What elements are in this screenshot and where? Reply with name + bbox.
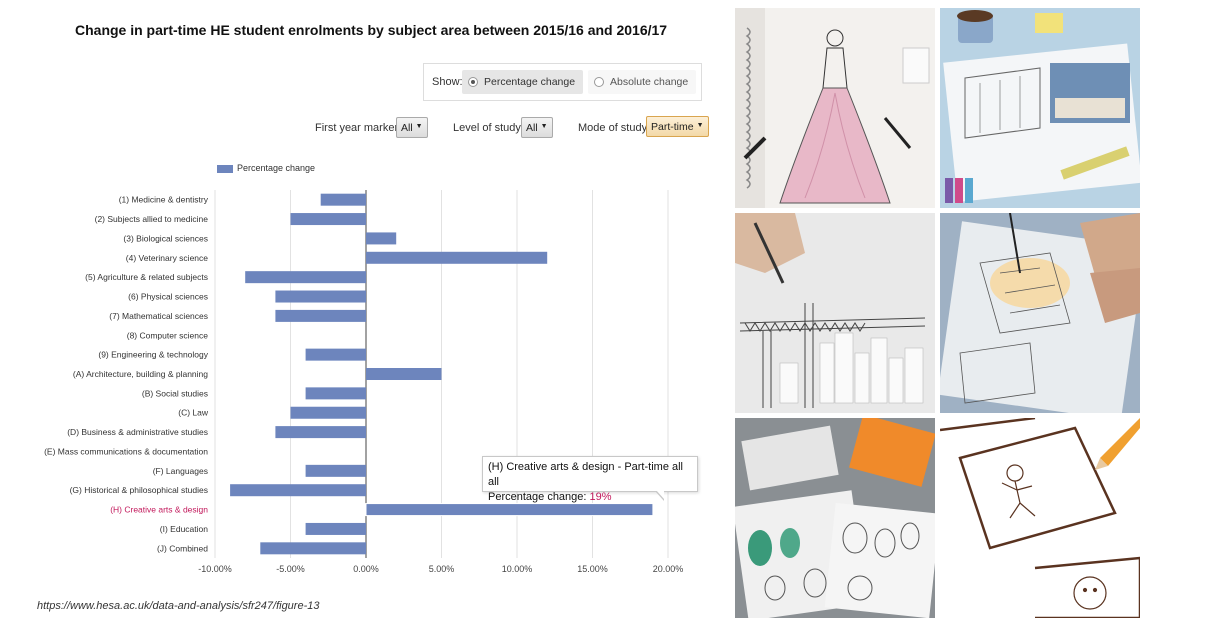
category-label: (C) Law (178, 408, 209, 418)
radio-selected-icon (468, 77, 478, 87)
bar (320, 193, 366, 206)
first-year-marker-dropdown[interactable]: All ▼ (396, 117, 428, 138)
show-label: Show: (432, 76, 463, 88)
category-label: (D) Business & administrative studies (67, 427, 208, 437)
bar (275, 426, 366, 439)
source-url[interactable]: https://www.hesa.ac.uk/data-and-analysis… (37, 600, 320, 612)
bar (305, 348, 366, 361)
caret-down-icon: ▼ (415, 123, 423, 130)
bar (305, 387, 366, 400)
category-label: (6) Physical sciences (128, 292, 208, 302)
chart-legend[interactable]: Percentage change (217, 163, 315, 173)
chart-title: Change in part-time HE student enrolment… (75, 22, 668, 38)
bar (230, 484, 366, 497)
bar (305, 464, 366, 477)
bar (245, 271, 366, 284)
tooltip-value: 19% (589, 491, 612, 503)
absolute-change-radio[interactable]: Absolute change (588, 70, 697, 94)
category-label: (8) Computer science (127, 330, 209, 340)
category-label: (B) Social studies (142, 388, 208, 398)
level-of-study-dropdown[interactable]: All ▼ (521, 117, 553, 138)
category-label: (J) Combined (157, 543, 208, 553)
percentage-change-label: Percentage change (484, 76, 576, 88)
bar (275, 309, 366, 322)
x-tick-label: 5.00% (429, 564, 455, 574)
category-label: (E) Mass communications & documentation (44, 446, 208, 456)
fashion-sketch-image (735, 8, 935, 208)
x-tick-label: -5.00% (276, 564, 305, 574)
category-label: (7) Mathematical sciences (109, 311, 208, 321)
category-label: (H) Creative arts & design (110, 505, 208, 515)
category-label: (3) Biological sciences (123, 233, 208, 243)
absolute-change-label: Absolute change (610, 76, 689, 88)
bar (366, 232, 397, 245)
level-of-study-label: Level of study (453, 122, 521, 134)
level-of-study-value: All (526, 122, 538, 134)
architecture-rendering-image (940, 8, 1140, 208)
chart-tooltip: (H) Creative arts & design - Part-time a… (482, 456, 698, 503)
show-toggle-group: Show: Percentage change Absolute change (423, 63, 702, 101)
legend-label: Percentage change (237, 163, 316, 173)
category-label: (4) Veterinary science (126, 253, 208, 263)
mode-of-study-value: Part-time (651, 121, 694, 133)
category-label: (1) Medicine & dentistry (119, 195, 209, 205)
mode-of-study-dropdown[interactable]: Part-time ▼ (646, 116, 709, 137)
category-label: (2) Subjects allied to medicine (95, 214, 209, 224)
x-tick-label: 15.00% (577, 564, 608, 574)
bar (275, 290, 366, 303)
first-year-marker-value: All (401, 122, 413, 134)
bar (366, 368, 442, 380)
caret-down-icon: ▼ (540, 123, 548, 130)
category-label: (I) Education (160, 524, 208, 534)
tooltip-pointer-fill (656, 490, 664, 499)
legend-swatch (217, 164, 233, 173)
tooltip-value-line: Percentage change: 19% (488, 490, 692, 505)
percentage-change-radio[interactable]: Percentage change (462, 70, 584, 94)
x-tick-label: 20.00% (653, 564, 684, 574)
first-year-marker-label: First year marker (315, 122, 399, 134)
category-label: (5) Agriculture & related subjects (85, 272, 208, 282)
tooltip-label: Percentage change: (488, 491, 587, 503)
bar (366, 251, 548, 264)
bar (290, 213, 366, 226)
x-tick-label: -10.00% (198, 564, 232, 574)
crane-city-sketch-image (735, 213, 935, 413)
category-label: (G) Historical & philosophical studies (70, 485, 208, 495)
product-sketches-image (735, 418, 935, 618)
bar (290, 406, 366, 419)
drafting-table-image (940, 213, 1140, 413)
bar (260, 542, 366, 555)
tooltip-title: (H) Creative arts & design - Part-time a… (488, 461, 683, 488)
radio-unselected-icon (594, 77, 604, 87)
category-label: (9) Engineering & technology (98, 350, 208, 360)
bar-chart: -10.00% -5.00% 0.00% 5.00% 10.00% 15.00% 20.00… (44, 190, 684, 574)
category-label: (A) Architecture, building & planning (73, 369, 208, 379)
category-label: (F) Languages (153, 466, 208, 476)
x-tick-label: 0.00% (353, 564, 379, 574)
mode-of-study-label: Mode of study (578, 122, 648, 134)
bar (365, 503, 654, 517)
x-tick-label: 10.00% (502, 564, 533, 574)
storyboard-sketch-image (940, 418, 1140, 618)
bar (305, 522, 366, 535)
caret-down-icon: ▼ (696, 122, 704, 129)
